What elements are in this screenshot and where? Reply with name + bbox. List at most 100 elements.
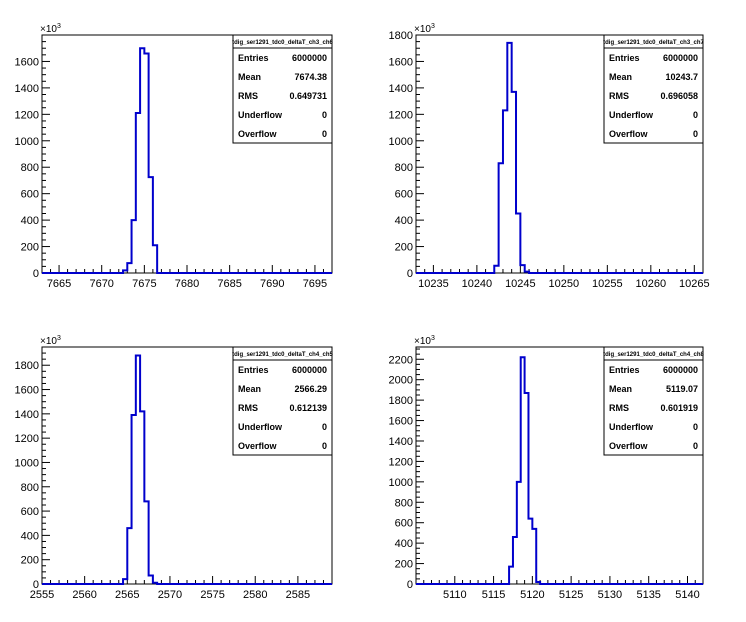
histogram-pad: 0 200 400 600 800 1000 1200 1400 1600 1800 2555 256… [15,335,334,601]
x-tick-label: 5110 [443,589,467,601]
stats-box-frame [603,34,704,144]
y-axis-exponent-power: 3 [431,335,435,342]
x-tick-label: 2575 [200,589,224,601]
x-tick-label: 2580 [243,589,267,601]
y-tick-label: 1000 [15,136,39,148]
stats-value-entries: 6000000 [292,365,327,375]
x-tick-label: 7670 [89,278,113,290]
stats-key-mean: Mean [609,72,632,82]
histogram-line [416,41,703,274]
stats-key-overflow: Overflow [609,441,649,451]
stats-value-rms: 0.696058 [660,91,698,101]
stats-key-entries: Entries [238,365,269,375]
stats-key-mean: Mean [238,384,261,394]
x-tick-label: 2560 [72,589,96,601]
stats-value-entries: 6000000 [663,365,698,375]
y-tick-label: 1800 [15,360,39,372]
y-axis-exponent-power: 3 [431,23,435,30]
y-tick-label: 1200 [389,456,413,468]
histogram-title: tdig_ser1291_tdc0_deltaT_ch4_ch8 [603,352,704,358]
y-tick-label: 400 [21,215,39,227]
x-tick-label: 7680 [175,278,199,290]
stats-key-rms: RMS [238,403,258,413]
y-tick-label: 600 [395,518,413,530]
histogram-line [416,356,703,585]
y-tick-label: 200 [21,555,39,567]
x-tick-label: 10265 [679,278,710,290]
x-tick-label: 5130 [598,589,622,601]
y-tick-label: 200 [395,242,413,254]
stats-value-overflow: 0 [693,129,698,139]
stats-key-entries: Entries [609,365,640,375]
y-tick-label: 2000 [389,375,413,387]
histogram-pad: 0 200 400 600 800 1000 1200 1400 1600 1800 10235 10… [389,23,710,290]
stats-value-mean: 10243.7 [665,72,698,82]
y-tick-label: 1200 [15,433,39,445]
x-tick-label: 5135 [636,589,660,601]
y-tick-label: 400 [395,538,413,550]
stats-key-rms: RMS [238,91,258,101]
stats-value-mean: 7674.38 [294,72,327,82]
y-tick-label: 800 [395,497,413,509]
y-tick-label: 1600 [15,56,39,68]
y-tick-label: 1400 [389,83,413,95]
y-tick-label: 1200 [389,109,413,121]
x-tick-label: 5115 [482,589,506,601]
y-tick-label: 1800 [389,395,413,407]
y-tick-label: 400 [21,530,39,542]
x-tick-label: 10260 [636,278,667,290]
stats-key-rms: RMS [609,91,629,101]
y-tick-label: 200 [395,559,413,571]
stats-key-entries: Entries [609,53,640,63]
y-tick-label: 1000 [389,136,413,148]
stats-box-frame [603,346,704,456]
y-tick-label: 2200 [389,354,413,366]
stats-key-entries: Entries [238,53,269,63]
y-axis-exponent-power: 3 [57,335,61,342]
stats-key-mean: Mean [609,384,632,394]
stats-value-overflow: 0 [693,441,698,451]
y-tick-label: 1600 [389,416,413,428]
stats-key-overflow: Overflow [238,129,278,139]
stats-value-underflow: 0 [322,110,327,120]
stats-value-rms: 0.601919 [660,403,698,413]
stats-key-rms: RMS [609,403,629,413]
y-tick-label: 800 [395,162,413,174]
stats-value-underflow: 0 [322,422,327,432]
histogram-title: tdig_ser1291_tdc0_deltaT_ch4_ch5 [232,352,333,358]
stats-key-overflow: Overflow [609,129,649,139]
stats-box: tdig_ser1291_tdc0_deltaT_ch4_ch5 Entries 6… [232,346,334,456]
x-tick-label: 5120 [520,589,544,601]
stats-value-mean: 5119.07 [666,384,698,394]
stats-box: tdig_ser1291_tdc0_deltaT_ch4_ch8 Entries 6… [603,346,705,456]
y-tick-label: 600 [395,189,413,201]
stats-key-mean: Mean [238,72,261,82]
stats-box: tdig_ser1291_tdc0_deltaT_ch3_ch6 Entries 6… [232,34,334,144]
y-axis-exponent-label: ×103 [414,335,435,347]
stats-value-mean: 2566.29 [294,384,327,394]
stats-value-underflow: 0 [693,110,698,120]
y-axis-exponent-label: ×103 [40,335,61,347]
y-tick-label: 1000 [389,477,413,489]
y-axis-exponent-label: ×103 [414,23,435,35]
y-tick-label: 1800 [389,30,413,42]
y-tick-label: 400 [395,215,413,227]
stats-box-frame [232,346,333,456]
x-tick-label: 2565 [115,589,139,601]
y-tick-label: 1400 [15,83,39,95]
histogram-line [42,354,332,585]
x-tick-label: 10245 [505,278,536,290]
stats-value-overflow: 0 [322,441,327,451]
stats-value-underflow: 0 [693,422,698,432]
y-axis-exponent-power: 3 [57,23,61,30]
y-tick-label: 600 [21,506,39,518]
y-tick-label: 0 [33,579,39,591]
x-tick-label: 7690 [260,278,284,290]
y-tick-label: 0 [33,268,39,280]
x-tick-label: 2585 [286,589,310,601]
y-tick-label: 1200 [15,109,39,121]
stats-box: tdig_ser1291_tdc0_deltaT_ch3_ch7 Entries 6… [603,34,705,144]
y-tick-label: 600 [21,189,39,201]
y-tick-label: 800 [21,162,39,174]
